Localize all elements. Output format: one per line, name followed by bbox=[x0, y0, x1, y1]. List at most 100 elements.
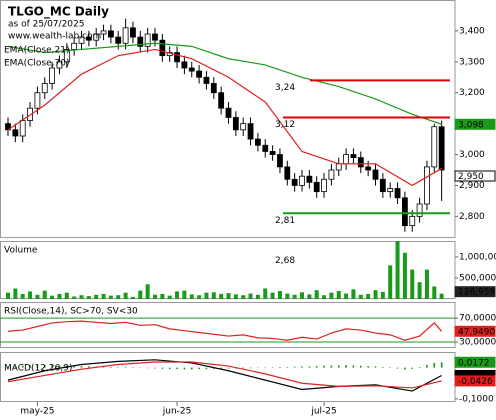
level-label: 2,68 bbox=[275, 256, 295, 266]
candle-body bbox=[335, 163, 342, 171]
candle-body bbox=[159, 39, 166, 57]
histogram-bar bbox=[36, 365, 39, 368]
candle-body bbox=[401, 197, 408, 227]
histogram-bar bbox=[374, 366, 377, 368]
volume-bar bbox=[292, 294, 297, 299]
histogram-bar bbox=[213, 367, 215, 369]
histogram-bar bbox=[7, 366, 9, 368]
series-line bbox=[7, 320, 443, 341]
histogram-bar bbox=[330, 365, 333, 368]
histogram-bar bbox=[168, 367, 171, 370]
volume-bar bbox=[307, 294, 312, 299]
histogram-bar bbox=[308, 366, 311, 368]
legend-entry: EMA(Close,21) bbox=[4, 46, 69, 56]
y-tick-label: 70,0000 bbox=[459, 314, 496, 324]
histogram-bar bbox=[271, 367, 274, 368]
volume-bar bbox=[167, 295, 172, 299]
candle-body bbox=[328, 169, 335, 180]
histogram-bar bbox=[440, 362, 443, 368]
volume-bar bbox=[366, 293, 371, 299]
x-tick-label: jun-25 bbox=[162, 407, 192, 417]
panel-title: MACD(12,26,9) bbox=[4, 364, 72, 374]
histogram-bar bbox=[249, 367, 252, 369]
last-value-label: -0,0426 bbox=[458, 377, 493, 387]
plot-area bbox=[5, 18, 445, 232]
volume-bar bbox=[373, 290, 378, 299]
volume-bar bbox=[211, 292, 216, 299]
histogram-bar bbox=[117, 367, 120, 368]
histogram-bar bbox=[360, 365, 362, 368]
volume-bar bbox=[285, 293, 290, 299]
y-tick-label: 3,300 bbox=[459, 57, 485, 67]
volume-bar bbox=[395, 241, 400, 299]
y-tick-label: 3,000 bbox=[459, 150, 485, 160]
histogram-bar bbox=[190, 367, 193, 370]
candle-body bbox=[387, 188, 394, 193]
candle-body bbox=[108, 30, 114, 38]
volume-bar bbox=[248, 293, 253, 299]
volume-bar bbox=[388, 265, 393, 299]
volume-bar bbox=[72, 296, 77, 299]
series-line bbox=[7, 48, 442, 187]
candle-body bbox=[137, 36, 144, 47]
chart-subtitle: as of 25/07/2025 bbox=[8, 20, 84, 30]
last-value-box bbox=[454, 356, 496, 368]
volume-bar bbox=[322, 295, 327, 299]
candle-body bbox=[41, 83, 48, 94]
histogram-bar bbox=[301, 366, 303, 368]
volume-bar bbox=[300, 292, 304, 299]
histogram-bar bbox=[257, 367, 259, 369]
last-value-label: 2,950 bbox=[458, 172, 484, 182]
volume-bar bbox=[79, 295, 84, 299]
last-value-box bbox=[454, 325, 496, 337]
last-value-box bbox=[454, 118, 496, 130]
candle-body bbox=[424, 166, 430, 205]
histogram-bar bbox=[146, 367, 149, 369]
candle-body bbox=[438, 126, 445, 171]
volume-bar bbox=[138, 290, 143, 299]
candle-body bbox=[12, 129, 19, 137]
volume-bar bbox=[314, 290, 319, 299]
histogram-bar bbox=[154, 367, 156, 369]
candle-body bbox=[284, 166, 291, 180]
volume-bar bbox=[439, 293, 444, 299]
volume-bar bbox=[160, 293, 165, 299]
level-label: 2,81 bbox=[275, 216, 295, 226]
volume-bar bbox=[417, 282, 422, 299]
histogram-bar bbox=[367, 366, 369, 368]
volume-bar bbox=[351, 289, 356, 299]
y-tick-label: -0,1000 bbox=[459, 394, 494, 404]
y-tick-label: 1,000,000 bbox=[459, 252, 496, 262]
volume-bar bbox=[358, 294, 363, 299]
panel-frame bbox=[0, 302, 456, 348]
candle-body bbox=[343, 154, 350, 165]
candle-body bbox=[232, 117, 239, 131]
last-value-label: 0,0172 bbox=[458, 358, 490, 368]
panel-title: Volume bbox=[4, 246, 38, 256]
y-tick-label: 3,400 bbox=[459, 26, 485, 36]
candle-body bbox=[299, 175, 305, 186]
candle-body bbox=[203, 76, 210, 84]
volume-bar bbox=[270, 292, 275, 299]
volume-bar bbox=[189, 294, 194, 299]
candle-body bbox=[49, 67, 55, 84]
histogram-bar bbox=[198, 367, 200, 370]
histogram-bar bbox=[110, 367, 112, 368]
candle-body bbox=[19, 120, 26, 137]
histogram-bar bbox=[389, 367, 391, 368]
volume-bar bbox=[13, 288, 18, 299]
plot-area bbox=[0, 317, 455, 343]
volume-bar bbox=[94, 294, 99, 299]
candle-body bbox=[357, 157, 364, 168]
last-value-label: 126,959 bbox=[458, 288, 495, 298]
volume-bar bbox=[410, 269, 415, 299]
volume-bar bbox=[402, 252, 407, 299]
candle-body bbox=[416, 203, 423, 217]
y-tick-label: 30,0000 bbox=[459, 338, 496, 348]
histogram-bar bbox=[279, 367, 281, 368]
x-tick-label: may-25 bbox=[20, 407, 54, 417]
candle-body bbox=[277, 154, 283, 168]
y-tick-label: 500,000 bbox=[459, 273, 496, 283]
